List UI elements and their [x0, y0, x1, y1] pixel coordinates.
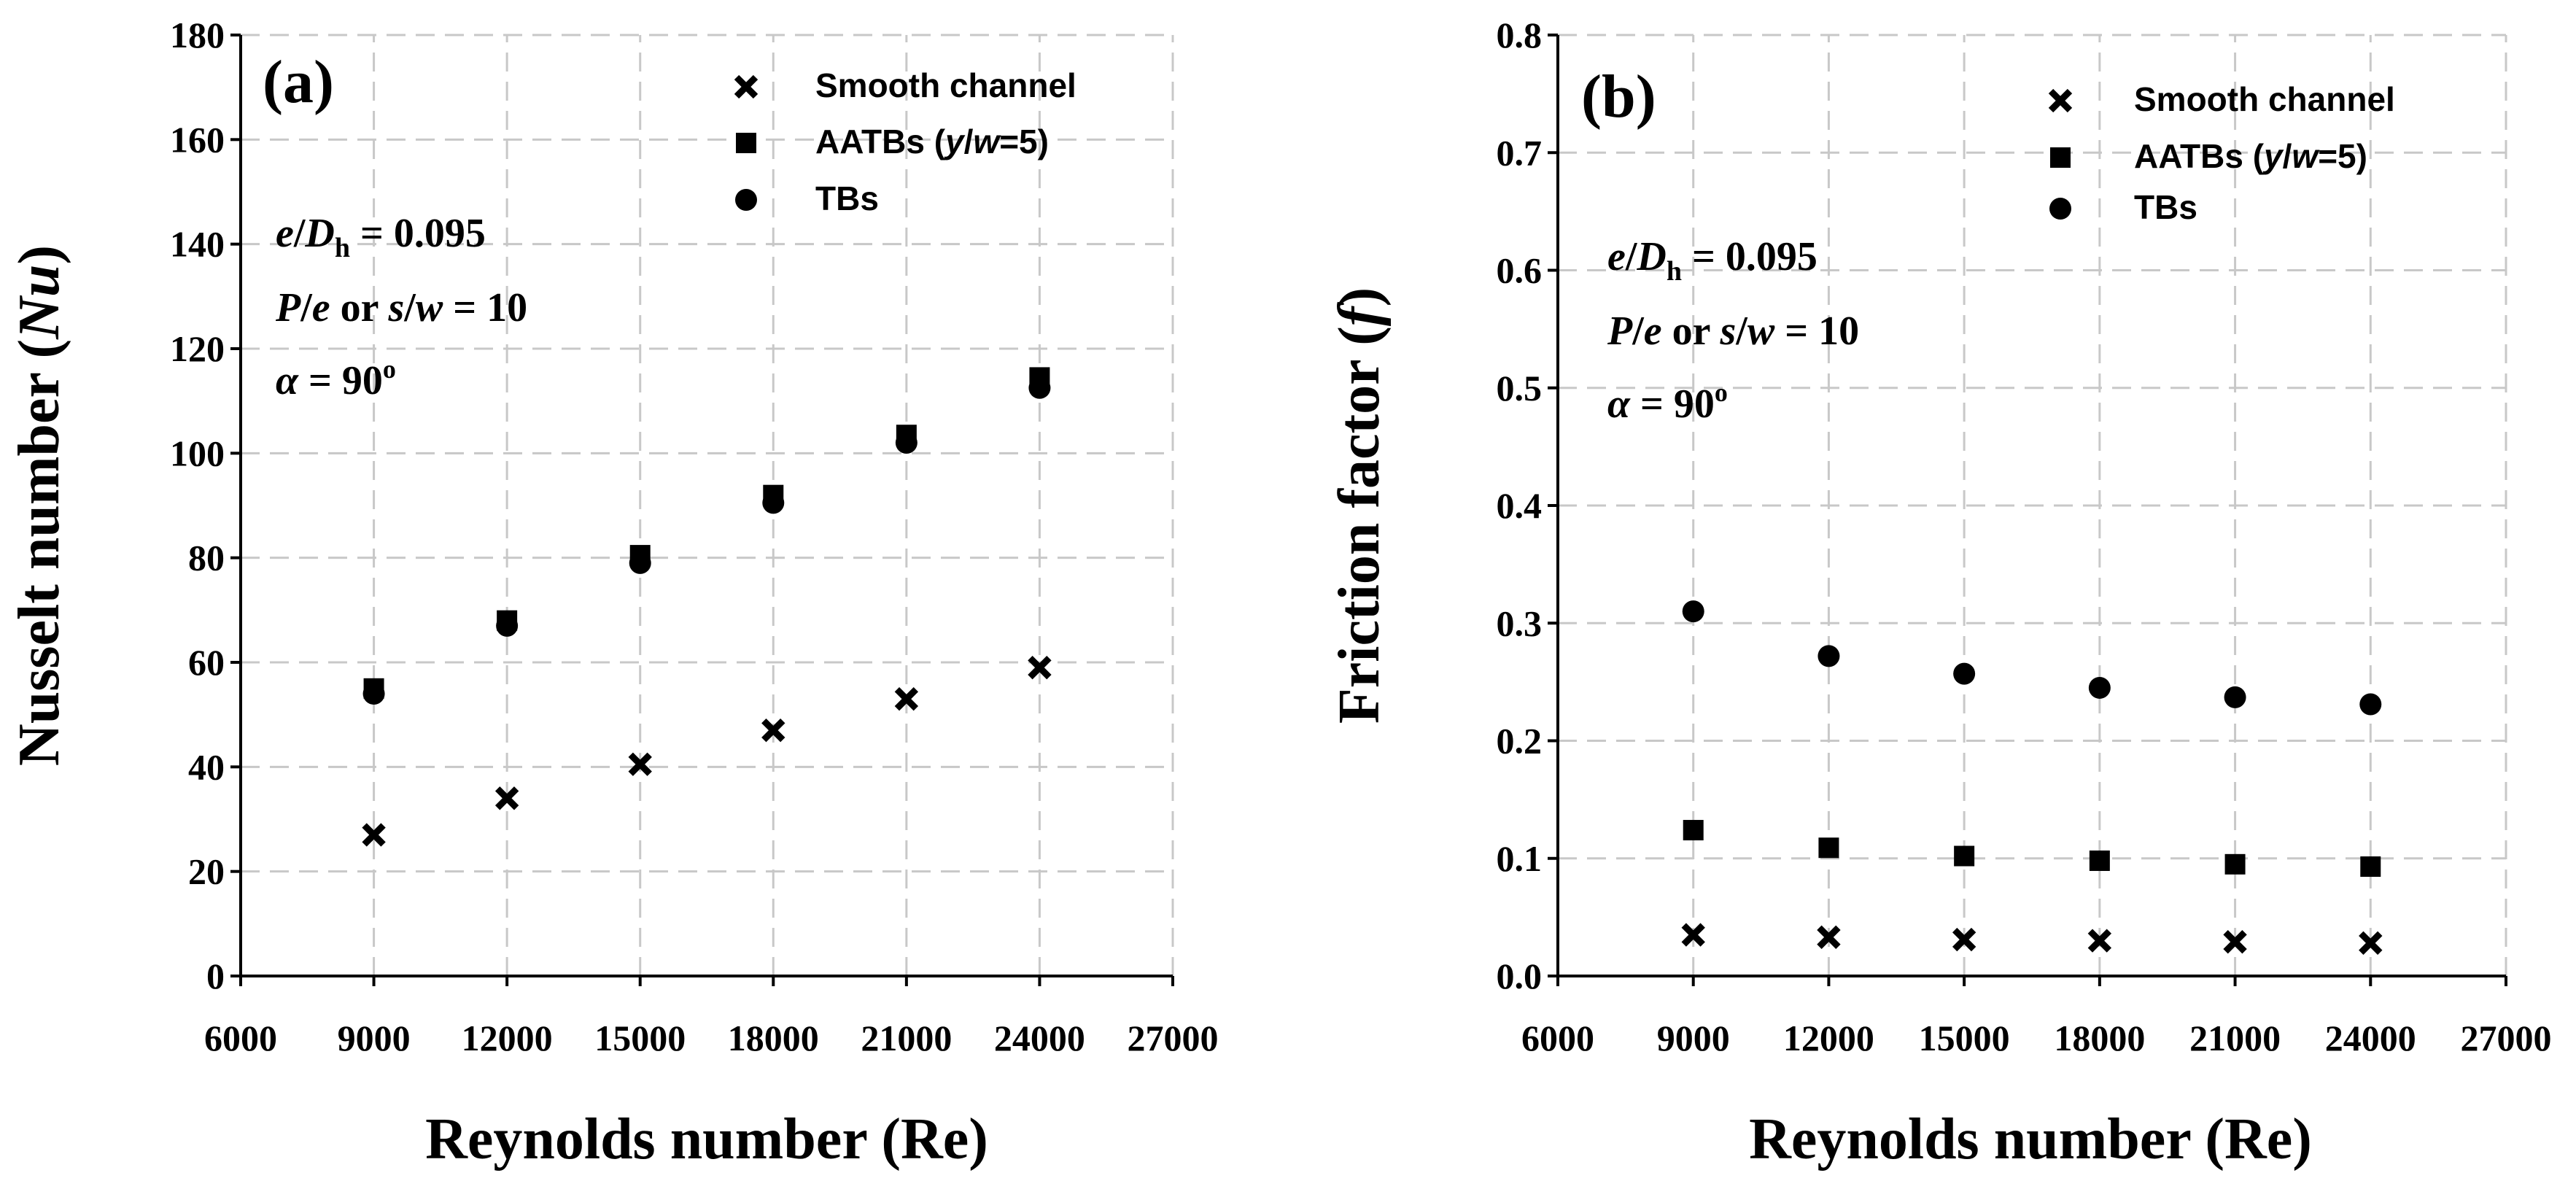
x-tick-label: 24000	[994, 1018, 1085, 1058]
data-point-square	[2360, 856, 2381, 878]
data-point-x	[2359, 931, 2383, 956]
legend-label: Smooth channel	[815, 66, 1076, 104]
legend-label: Smooth channel	[2134, 80, 2395, 118]
x-axis-label: Reynolds number (Re)	[425, 1107, 988, 1171]
x-tick-label: 12000	[462, 1018, 553, 1058]
data-point-x	[894, 686, 919, 711]
data-point-x	[1952, 927, 1976, 952]
y-tick-label: 100	[170, 433, 225, 473]
data-point-square	[2224, 853, 2246, 875]
x-axis-label: Reynolds number (Re)	[1749, 1107, 2312, 1171]
chart-nusselt: 0 20 40 60 80 100 120 140 160 180 6000 9000 12000 150…	[7, 15, 1219, 1171]
x-tick-label: 21000	[2189, 1018, 2281, 1058]
data-point-circle	[1682, 600, 1704, 623]
x-tick-label: 6000	[204, 1018, 277, 1058]
y-tick-label: 0.8	[1497, 15, 1543, 55]
x-tick-label: 18000	[728, 1018, 819, 1058]
annotation: α = 90o	[276, 355, 396, 403]
data-point-circle	[629, 551, 651, 574]
legend-label: AATBs (y/w=5)	[815, 123, 1049, 160]
x-tick-label: 18000	[2054, 1018, 2145, 1058]
legend-marker-x	[2048, 88, 2073, 113]
y-tick-label: 140	[170, 224, 225, 265]
data-point-x	[761, 718, 785, 743]
data-point-circle	[1028, 376, 1051, 399]
x-tick-label: 6000	[1521, 1018, 1594, 1058]
x-tick-label: 24000	[2325, 1018, 2416, 1058]
data-point-x	[2223, 930, 2247, 954]
data-point-circle	[762, 492, 785, 514]
x-tick-label: 12000	[1783, 1018, 1874, 1058]
y-tick-label: 0.6	[1497, 250, 1543, 291]
data-point-square	[1683, 820, 1704, 841]
x-tick-label: 21000	[861, 1018, 952, 1058]
y-tick-label: 0.7	[1497, 132, 1543, 173]
y-tick-label: 40	[188, 746, 225, 787]
y-tick-label: 0.2	[1497, 721, 1543, 762]
legend-marker-circle	[735, 189, 757, 211]
y-tick-label: 20	[188, 851, 225, 892]
y-tick-label: 180	[170, 15, 225, 55]
data-point-square	[1818, 837, 1839, 859]
data-point-x	[1681, 923, 1705, 947]
legend-marker-square	[2050, 147, 2071, 168]
y-tick-label: 0.5	[1497, 368, 1543, 408]
annotation: P/e or s/w = 10	[275, 285, 527, 330]
data-point-circle	[1817, 645, 1840, 667]
chart-friction: 0.0 0.1 0.2 0.3 0.4 0.5 0.6 0.7 0.8 6000 9000 12000…	[1327, 15, 2552, 1171]
y-tick-label: 0.4	[1497, 485, 1543, 526]
data-point-x	[628, 752, 652, 776]
data-point-square	[1954, 845, 1975, 867]
data-point-x	[1028, 655, 1052, 680]
y-tick-label: 60	[188, 642, 225, 683]
data-point-x	[1817, 925, 1841, 949]
annotation: e/Dh = 0.095	[276, 211, 486, 263]
data-point-x	[362, 823, 386, 847]
y-tick-label: 160	[170, 119, 225, 160]
x-tick-label: 9000	[1657, 1018, 1730, 1058]
panel-label: (a)	[263, 48, 334, 116]
y-axis-label: Friction factor (f)	[1327, 287, 1392, 724]
data-point-circle	[2088, 676, 2111, 699]
x-tick-label: 27000	[2461, 1018, 2552, 1058]
data-point-circle	[496, 614, 519, 637]
y-tick-label: 0.1	[1497, 838, 1543, 879]
x-tick-label: 15000	[1919, 1018, 2010, 1058]
annotation: e/Dh = 0.095	[1607, 234, 1817, 287]
y-tick-label: 120	[170, 328, 225, 369]
legend-marker-circle	[2049, 198, 2071, 220]
y-tick-label: 0	[206, 956, 225, 996]
data-point-square	[2089, 850, 2110, 871]
data-point-x	[2087, 929, 2112, 953]
annotation: α = 90o	[1607, 378, 1728, 427]
legend-marker-square	[736, 133, 756, 153]
annotation: P/e or s/w = 10	[1607, 309, 1859, 354]
data-point-circle	[2224, 686, 2246, 708]
data-point-circle	[895, 432, 917, 454]
legend-label: TBs	[2134, 188, 2197, 226]
panel-label: (b)	[1581, 63, 1656, 131]
data-point-x	[494, 786, 519, 810]
data-point-circle	[362, 683, 385, 705]
legend-marker-x	[734, 74, 759, 99]
x-tick-label: 15000	[594, 1018, 686, 1058]
x-tick-label: 9000	[338, 1018, 411, 1058]
y-tick-label: 80	[188, 538, 225, 578]
legend-label: AATBs (y/w=5)	[2134, 137, 2367, 175]
x-tick-label: 27000	[1128, 1018, 1219, 1058]
data-point-circle	[2359, 693, 2382, 716]
data-point-circle	[1953, 662, 1976, 685]
y-tick-label: 0.0	[1497, 956, 1543, 996]
legend-label: TBs	[815, 179, 879, 217]
y-axis-label: Nusselt number (Nu)	[7, 245, 71, 766]
y-tick-label: 0.3	[1497, 603, 1543, 643]
